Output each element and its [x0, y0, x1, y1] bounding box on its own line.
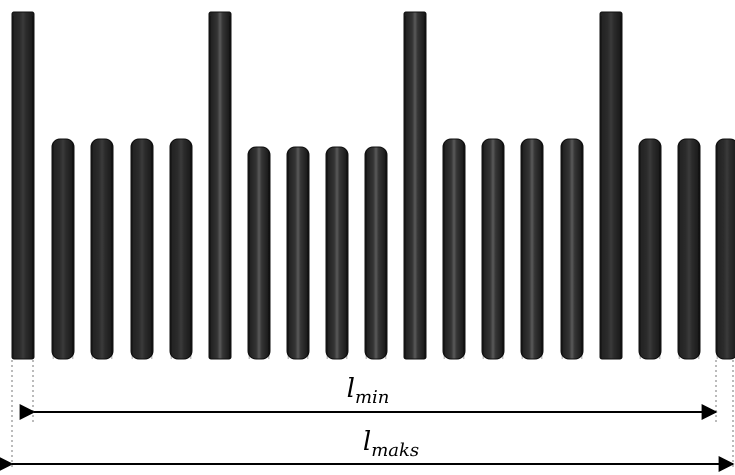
l-maks-label: lmaks	[363, 427, 419, 461]
short-scale-bar	[90, 138, 114, 360]
tall-scale-bar	[11, 11, 35, 360]
short-scale-bar	[169, 138, 193, 360]
short-scale-bar	[364, 146, 388, 360]
short-scale-bar	[442, 138, 466, 360]
measurement-labels: lmin lmaks	[347, 374, 420, 461]
scale-bars	[11, 11, 735, 360]
short-scale-bar	[130, 138, 154, 360]
short-scale-bar	[638, 138, 662, 360]
vertical-guides	[11, 360, 734, 470]
short-scale-bar	[520, 138, 544, 360]
short-scale-bar	[677, 138, 701, 360]
tall-scale-bar	[403, 11, 427, 360]
short-scale-bar	[481, 138, 505, 360]
short-scale-bar	[286, 146, 310, 360]
short-scale-bar	[560, 138, 584, 360]
short-scale-bar	[325, 146, 349, 360]
measurement-arrows	[0, 404, 735, 472]
short-scale-bar	[51, 138, 75, 360]
short-scale-bar	[247, 146, 271, 360]
short-scale-bar	[715, 138, 735, 360]
l-min-label: lmin	[347, 374, 390, 408]
tall-scale-bar	[208, 11, 232, 360]
tall-scale-bar	[599, 11, 623, 360]
